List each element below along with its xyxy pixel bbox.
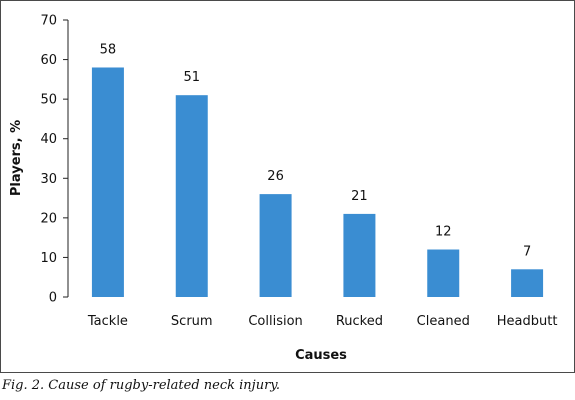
bar-tackle [91,67,124,297]
bar-scrum [175,95,208,297]
category-label: Cleaned [417,314,470,329]
figure-caption: Fig. 2. Cause of rugby-related neck inju… [2,378,281,393]
bars-group [91,67,544,297]
category-label: Collision [248,314,302,329]
y-tick-label: 50 [40,93,57,108]
y-tick-label: 60 [40,53,57,68]
data-label: 58 [100,42,117,57]
y-tick-label: 70 [40,14,57,29]
category-label: Scrum [171,314,213,329]
category-label: Rucked [336,314,383,329]
category-label: Headbutt [497,314,558,329]
y-tick-label: 20 [40,211,57,226]
data-label: 21 [351,189,368,204]
y-tick-label: 0 [49,291,57,306]
figure-frame: 0 10 20 30 40 50 60 70 58 51 26 21 12 7 Tackle Scrum C… [0,0,575,373]
bar-headbutt [511,269,544,297]
data-label: 51 [183,70,200,85]
x-axis-title: Causes [295,348,347,363]
y-tick-label: 40 [40,132,57,147]
data-label: 7 [523,244,531,259]
y-axis-ticks: 0 10 20 30 40 50 60 70 [40,14,68,306]
category-labels-group: Tackle Scrum Collision Rucked Cleaned Headbut… [87,314,558,329]
y-tick-label: 10 [40,251,57,266]
y-axis-title: Players, % [9,120,24,196]
bar-rucked [343,213,376,297]
data-label: 26 [267,169,284,184]
bar-collision [259,194,292,297]
bar-chart: 0 10 20 30 40 50 60 70 58 51 26 21 12 7 Tackle Scrum C… [9,14,558,364]
bar-cleaned [427,249,460,297]
data-label: 12 [435,225,452,240]
data-labels-group: 58 51 26 21 12 7 [100,42,532,259]
y-tick-label: 30 [40,172,57,187]
category-label: Tackle [87,314,128,329]
